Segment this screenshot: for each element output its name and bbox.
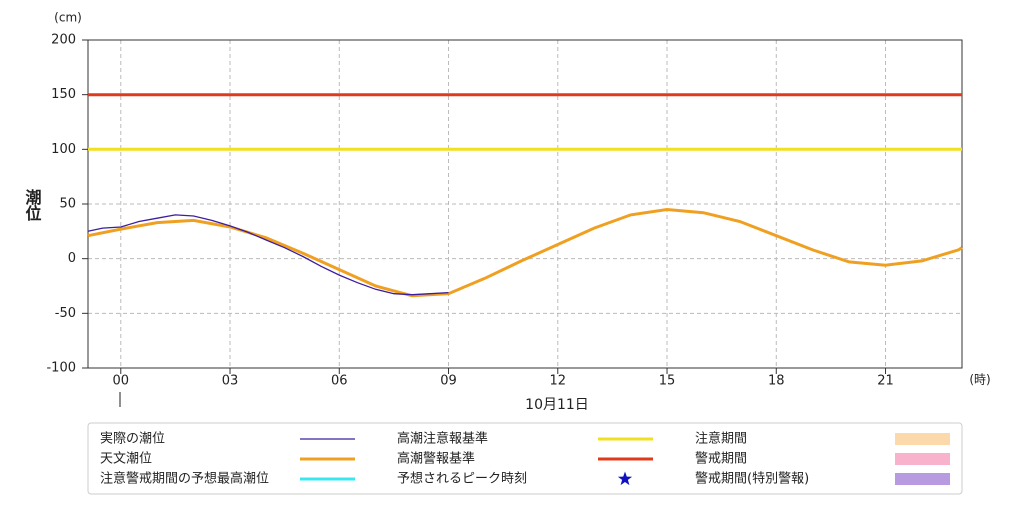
x-tick-label: 03: [222, 374, 239, 389]
legend-label: 注意期間: [695, 431, 747, 447]
legend-label: 警戒期間(特別警報): [695, 471, 809, 487]
x-tick-label: 06: [331, 374, 348, 389]
legend-label: 高潮警報基準: [397, 451, 475, 467]
y-tick-label: 100: [51, 142, 76, 157]
date-label: 10月11日: [525, 397, 589, 413]
legend-swatch: [617, 471, 633, 486]
y-tick-label: 50: [59, 197, 76, 212]
y-tick-label: -100: [46, 361, 76, 376]
y-tick-label: 150: [51, 87, 76, 102]
legend-swatch: [895, 473, 950, 485]
x-tick-label: 18: [768, 374, 785, 389]
series-line: [87, 214, 449, 296]
x-tick-label: 12: [550, 374, 567, 389]
x-tick-label: 09: [440, 374, 457, 389]
legend-swatch: [895, 453, 950, 465]
legend-label: 実際の潮位: [100, 431, 165, 447]
legend-label: 予想されるピーク時刻: [397, 471, 527, 487]
y-tick-label: 0: [68, 251, 76, 266]
y-unit: (cm): [54, 11, 82, 25]
y-tick-label: -50: [55, 306, 76, 321]
x-tick-label: 21: [877, 374, 894, 389]
y-tick-label: 200: [51, 33, 76, 48]
legend-swatch: [895, 433, 950, 445]
legend-box: [87, 422, 963, 495]
series-line: [87, 207, 963, 298]
legend-label: 天文潮位: [100, 452, 152, 467]
x-tick-label: 15: [659, 374, 676, 389]
legend-label: 高潮注意報基準: [397, 431, 488, 447]
x-unit: (時): [969, 373, 990, 387]
legend-label: 注意警戒期間の予想最高潮位: [100, 471, 269, 487]
x-tick-label: 00: [113, 374, 130, 389]
plot-frame: [87, 39, 963, 369]
y-axis-title: 潮位: [23, 188, 42, 222]
legend-label: 警戒期間: [695, 451, 747, 467]
